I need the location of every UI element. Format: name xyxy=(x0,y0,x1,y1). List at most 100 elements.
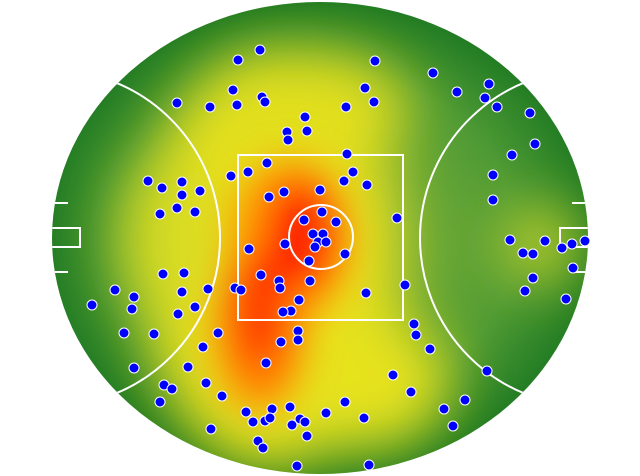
point xyxy=(539,235,551,247)
point xyxy=(275,336,287,348)
point xyxy=(157,268,169,280)
point xyxy=(347,166,359,178)
point xyxy=(166,383,178,395)
point xyxy=(410,329,422,341)
point xyxy=(172,308,184,320)
point xyxy=(205,423,217,435)
point xyxy=(359,82,371,94)
point xyxy=(405,386,417,398)
point xyxy=(566,238,578,250)
point xyxy=(408,318,420,330)
point xyxy=(128,362,140,374)
point xyxy=(247,416,259,428)
point xyxy=(240,406,252,418)
point xyxy=(231,99,243,111)
point xyxy=(176,189,188,201)
point xyxy=(260,357,272,369)
point xyxy=(264,412,276,424)
point xyxy=(292,334,304,346)
point xyxy=(560,293,572,305)
point xyxy=(189,301,201,313)
point xyxy=(171,97,183,109)
point xyxy=(304,275,316,287)
point xyxy=(424,343,436,355)
point xyxy=(204,101,216,113)
point xyxy=(320,407,332,419)
point xyxy=(299,416,311,428)
point xyxy=(506,149,518,161)
point xyxy=(504,234,516,246)
point xyxy=(255,269,267,281)
point xyxy=(274,282,286,294)
point xyxy=(447,420,459,432)
point xyxy=(527,272,539,284)
point xyxy=(277,306,289,318)
point xyxy=(291,460,303,472)
point xyxy=(148,328,160,340)
point xyxy=(261,157,273,169)
point xyxy=(368,96,380,108)
point xyxy=(257,442,269,454)
point xyxy=(556,242,568,254)
point xyxy=(451,86,463,98)
point xyxy=(519,285,531,297)
point xyxy=(314,184,326,196)
point xyxy=(86,299,98,311)
point xyxy=(284,401,296,413)
point xyxy=(118,327,130,339)
point xyxy=(358,412,370,424)
point xyxy=(479,92,491,104)
point xyxy=(293,294,305,306)
point xyxy=(487,169,499,181)
point xyxy=(254,44,266,56)
point xyxy=(399,279,411,291)
point xyxy=(360,287,372,299)
point xyxy=(309,241,321,253)
point xyxy=(279,238,291,250)
point xyxy=(216,390,228,402)
point xyxy=(176,176,188,188)
point xyxy=(176,286,188,298)
point xyxy=(487,194,499,206)
point xyxy=(227,84,239,96)
point xyxy=(438,403,450,415)
point xyxy=(154,208,166,220)
point xyxy=(128,291,140,303)
point xyxy=(491,101,503,113)
point xyxy=(459,394,471,406)
point xyxy=(301,125,313,137)
point xyxy=(387,369,399,381)
point xyxy=(212,327,224,339)
point xyxy=(154,396,166,408)
point xyxy=(232,54,244,66)
point xyxy=(142,175,154,187)
point xyxy=(320,236,332,248)
point xyxy=(225,170,237,182)
point xyxy=(527,248,539,260)
point xyxy=(517,247,529,259)
point xyxy=(330,216,342,228)
point xyxy=(316,206,328,218)
point xyxy=(171,202,183,214)
point xyxy=(299,111,311,123)
point xyxy=(235,284,247,296)
point xyxy=(182,361,194,373)
point xyxy=(369,55,381,67)
field-lines xyxy=(52,69,588,407)
point xyxy=(266,403,278,415)
point xyxy=(189,206,201,218)
point xyxy=(243,243,255,255)
point xyxy=(339,248,351,260)
point xyxy=(286,419,298,431)
point xyxy=(363,459,375,471)
point xyxy=(303,255,315,267)
point xyxy=(282,134,294,146)
point xyxy=(391,212,403,224)
point xyxy=(200,377,212,389)
point xyxy=(156,182,168,194)
point xyxy=(259,96,271,108)
point xyxy=(197,341,209,353)
point xyxy=(194,185,206,197)
point xyxy=(481,365,493,377)
